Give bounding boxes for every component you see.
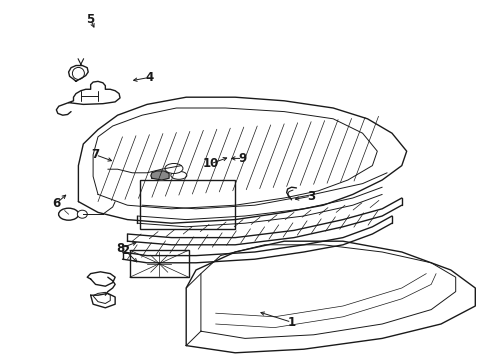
Ellipse shape [165, 163, 183, 174]
Text: 2: 2 [121, 244, 129, 257]
Circle shape [73, 67, 84, 80]
Text: 9: 9 [239, 152, 246, 165]
Text: 3: 3 [307, 190, 315, 203]
Ellipse shape [171, 171, 187, 179]
Ellipse shape [77, 210, 87, 218]
Text: 6: 6 [52, 197, 60, 210]
Polygon shape [151, 171, 169, 180]
Bar [140, 180, 235, 229]
Bar [130, 250, 189, 277]
Text: 4: 4 [146, 71, 153, 84]
Text: 10: 10 [202, 157, 219, 170]
Text: 7: 7 [92, 148, 99, 161]
Text: 8: 8 [116, 242, 124, 255]
Text: 5: 5 [87, 13, 95, 26]
Text: 1: 1 [288, 316, 295, 329]
Ellipse shape [59, 208, 78, 220]
